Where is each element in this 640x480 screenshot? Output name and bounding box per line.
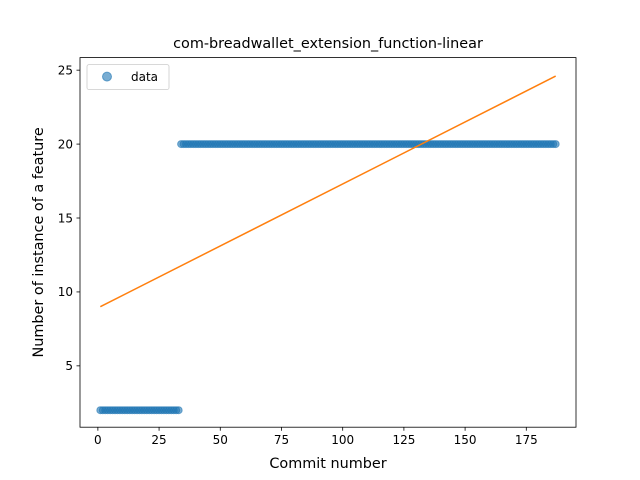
y-tick-label: 5 (65, 359, 73, 373)
y-axis: 5 10 15 20 25 (58, 63, 80, 373)
x-axis-label: Commit number (269, 456, 386, 472)
x-tick-label: 75 (274, 433, 289, 447)
x-tick-label: 50 (213, 433, 228, 447)
y-tick-label: 10 (58, 285, 73, 299)
x-tick-label: 175 (515, 433, 538, 447)
legend-label-data: data (131, 70, 158, 84)
x-tick-label: 125 (392, 433, 415, 447)
x-tick-label: 100 (331, 433, 354, 447)
x-tick-label: 25 (151, 433, 166, 447)
x-tick-label: 0 (94, 433, 102, 447)
legend-marker-data (102, 71, 112, 82)
legend: data (86, 64, 170, 90)
fit-line (99, 75, 557, 308)
legend-box (86, 64, 170, 90)
y-tick-label: 15 (58, 211, 73, 225)
y-tick-label: 20 (58, 137, 73, 151)
x-tick-label: 150 (454, 433, 477, 447)
y-axis-label: Number of instance of a feature (31, 127, 47, 357)
x-axis: 0 25 50 75 100 125 150 175 (94, 427, 538, 447)
chart-title: com-breadwallet_extension_function-linea… (173, 36, 483, 52)
data-point (174, 406, 183, 415)
plot-area (96, 75, 560, 415)
axes-frame (79, 57, 577, 428)
y-tick-label: 25 (58, 63, 73, 77)
data-point (551, 140, 560, 149)
